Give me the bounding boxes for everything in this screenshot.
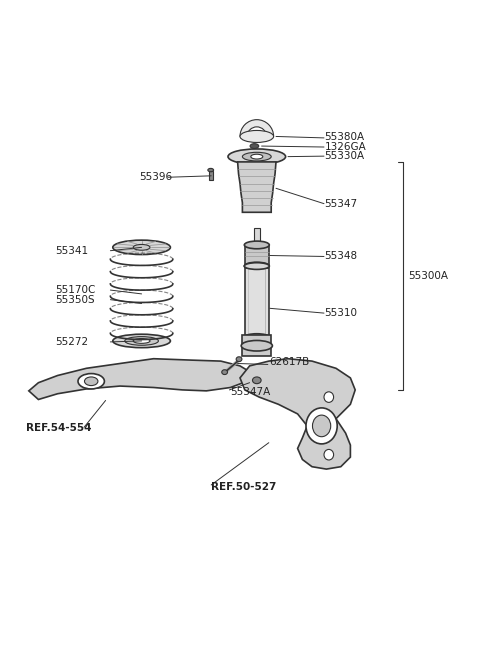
- Bar: [245, 267, 269, 337]
- Text: 55341: 55341: [55, 246, 88, 255]
- Ellipse shape: [113, 240, 170, 255]
- Ellipse shape: [133, 339, 150, 343]
- Polygon shape: [29, 359, 250, 400]
- Ellipse shape: [250, 143, 259, 149]
- Ellipse shape: [125, 337, 158, 345]
- Bar: [242, 335, 271, 356]
- Ellipse shape: [242, 153, 271, 161]
- Ellipse shape: [251, 154, 263, 159]
- Bar: [245, 246, 269, 265]
- Ellipse shape: [208, 168, 214, 172]
- Text: REF.54-554: REF.54-554: [26, 423, 92, 434]
- Ellipse shape: [244, 334, 269, 341]
- Ellipse shape: [222, 369, 228, 375]
- Ellipse shape: [113, 334, 170, 348]
- Polygon shape: [240, 359, 355, 469]
- Polygon shape: [238, 162, 276, 212]
- Ellipse shape: [324, 392, 334, 402]
- Bar: [209, 171, 213, 179]
- Ellipse shape: [84, 377, 98, 386]
- Ellipse shape: [133, 244, 150, 250]
- Ellipse shape: [78, 373, 105, 389]
- Text: REF.50-527: REF.50-527: [211, 482, 276, 492]
- Text: 55310: 55310: [324, 308, 358, 318]
- Ellipse shape: [241, 341, 273, 351]
- Text: 55347A: 55347A: [230, 387, 271, 398]
- Ellipse shape: [324, 449, 334, 460]
- Ellipse shape: [228, 149, 286, 164]
- Ellipse shape: [312, 415, 331, 437]
- Text: 55348: 55348: [324, 252, 358, 261]
- Text: 55350S: 55350S: [55, 295, 95, 305]
- Ellipse shape: [244, 263, 269, 269]
- Text: 62617B: 62617B: [269, 357, 309, 367]
- Text: 1326GA: 1326GA: [324, 142, 366, 152]
- Text: 55330A: 55330A: [324, 151, 365, 161]
- Text: 55396: 55396: [139, 172, 172, 182]
- Ellipse shape: [244, 262, 269, 270]
- Bar: [254, 228, 260, 266]
- Ellipse shape: [240, 130, 274, 142]
- Ellipse shape: [244, 241, 269, 249]
- Text: 55380A: 55380A: [324, 132, 365, 142]
- Ellipse shape: [236, 357, 242, 362]
- Bar: [253, 264, 261, 267]
- Ellipse shape: [252, 377, 261, 384]
- Text: 55347: 55347: [324, 198, 358, 209]
- Text: 55272: 55272: [55, 337, 88, 347]
- Text: 55300A: 55300A: [408, 271, 448, 281]
- Text: 55170C: 55170C: [55, 285, 96, 295]
- Ellipse shape: [306, 408, 337, 444]
- Wedge shape: [240, 120, 274, 136]
